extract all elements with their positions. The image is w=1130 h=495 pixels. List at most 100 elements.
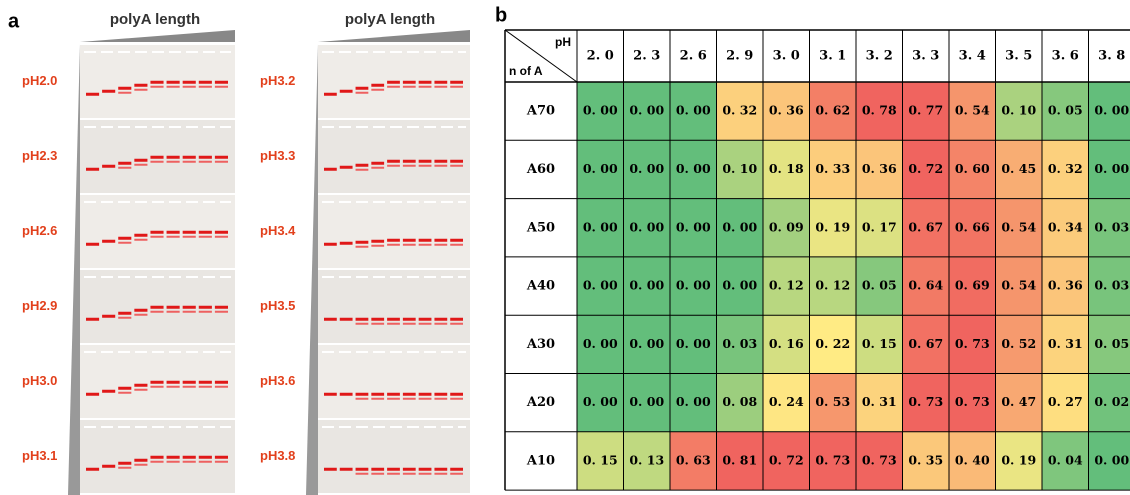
- cell-value: 0. 08: [722, 394, 757, 409]
- gel-band: [167, 311, 180, 313]
- cell-value: 0. 05: [862, 278, 897, 293]
- gel-band: [371, 393, 384, 396]
- gel-band: [371, 468, 384, 471]
- gel-band: [403, 81, 416, 84]
- gel-band: [86, 243, 99, 246]
- gel-band: [118, 317, 131, 319]
- ph-label: pH3.4: [260, 223, 296, 238]
- gel-band: [86, 393, 99, 396]
- gel-band: [134, 164, 147, 166]
- cell-value: 0. 00: [583, 278, 618, 293]
- gel-band: [324, 243, 337, 246]
- cell-value: 0. 00: [676, 219, 711, 234]
- cell-value: 0. 00: [676, 394, 711, 409]
- cell-value: 0. 00: [583, 161, 618, 176]
- cell-value: 0. 54: [955, 103, 990, 118]
- row-label: A70: [526, 104, 555, 119]
- gel-band: [434, 244, 447, 246]
- cell-value: 0. 12: [769, 278, 804, 293]
- gel-shadow: [68, 44, 80, 495]
- gel-band: [356, 169, 369, 171]
- gel-band: [356, 393, 369, 396]
- gel-band: [86, 93, 99, 96]
- gel-header: polyA length: [345, 11, 435, 28]
- gel-band: [371, 473, 384, 475]
- cell-value: 0. 00: [629, 103, 664, 118]
- gel-band: [340, 393, 353, 396]
- gel-band: [419, 160, 432, 163]
- gel-band: [324, 393, 337, 396]
- panel-label: b: [495, 4, 507, 26]
- gel-band: [199, 381, 212, 384]
- gel-band: [199, 81, 212, 84]
- gel-band: [324, 318, 337, 321]
- gel-band: [324, 168, 337, 171]
- gel-band: [450, 468, 463, 471]
- cell-value: 0. 35: [908, 452, 943, 467]
- gel-band: [215, 461, 228, 463]
- gel-band: [118, 237, 131, 240]
- gel-band: [102, 240, 115, 243]
- cell-value: 0. 64: [908, 278, 943, 293]
- row-label: A10: [526, 453, 555, 468]
- gel-band: [419, 468, 432, 471]
- gel-band: [167, 231, 180, 234]
- gel-band: [215, 161, 228, 163]
- cell-value: 0. 03: [1094, 278, 1129, 293]
- cell-value: 0. 00: [676, 161, 711, 176]
- row-label: A60: [526, 162, 555, 177]
- cell-value: 0. 00: [676, 103, 711, 118]
- gel-band: [434, 81, 447, 84]
- gel-shadow: [306, 44, 318, 495]
- gel-band: [215, 236, 228, 238]
- gel-band: [134, 234, 147, 237]
- cell-value: 0. 31: [1048, 336, 1083, 351]
- gel-band: [434, 323, 447, 325]
- gel-band: [450, 81, 463, 84]
- gel-band: [387, 468, 400, 471]
- gel-band: [150, 456, 163, 459]
- gel-band: [356, 468, 369, 471]
- gel-band: [86, 168, 99, 171]
- gel-band: [215, 306, 228, 309]
- gel-band: [150, 311, 163, 313]
- gel-band: [150, 386, 163, 388]
- gel-band: [118, 312, 131, 315]
- cell-value: 0. 52: [1001, 336, 1036, 351]
- gel-band: [371, 245, 384, 247]
- cell-value: 0. 72: [908, 161, 943, 176]
- cell-value: 0. 32: [722, 103, 757, 118]
- gel-band: [183, 311, 196, 313]
- ph-label: pH2.3: [22, 148, 57, 163]
- cell-value: 0. 10: [1001, 103, 1036, 118]
- gel-band: [118, 162, 131, 165]
- gel-band: [167, 381, 180, 384]
- gel-band: [403, 239, 416, 242]
- gel-band: [134, 389, 147, 391]
- gel-band: [450, 323, 463, 325]
- gel-band: [356, 318, 369, 321]
- row-label: A50: [526, 220, 555, 235]
- gel-band: [167, 156, 180, 159]
- gel-band: [434, 86, 447, 88]
- cell-value: 0. 81: [722, 452, 757, 467]
- gel-band: [450, 244, 463, 246]
- gel-band: [199, 231, 212, 234]
- gel-band: [134, 309, 147, 312]
- cell-value: 0. 00: [1094, 161, 1129, 176]
- cell-value: 0. 05: [1048, 103, 1083, 118]
- gel-band: [403, 165, 416, 167]
- gel-image: [318, 270, 470, 343]
- gel-band: [419, 473, 432, 475]
- column-label: 3. 4: [959, 49, 986, 64]
- length-wedge: [80, 30, 235, 42]
- gel-band: [403, 86, 416, 88]
- cell-value: 0. 67: [908, 219, 943, 234]
- gel-band: [340, 242, 353, 245]
- cell-value: 0. 00: [629, 336, 664, 351]
- cell-value: 0. 36: [769, 103, 804, 118]
- gel-band: [419, 86, 432, 88]
- cell-value: 0. 00: [722, 278, 757, 293]
- cell-value: 0. 15: [583, 452, 618, 467]
- gel-band: [340, 90, 353, 93]
